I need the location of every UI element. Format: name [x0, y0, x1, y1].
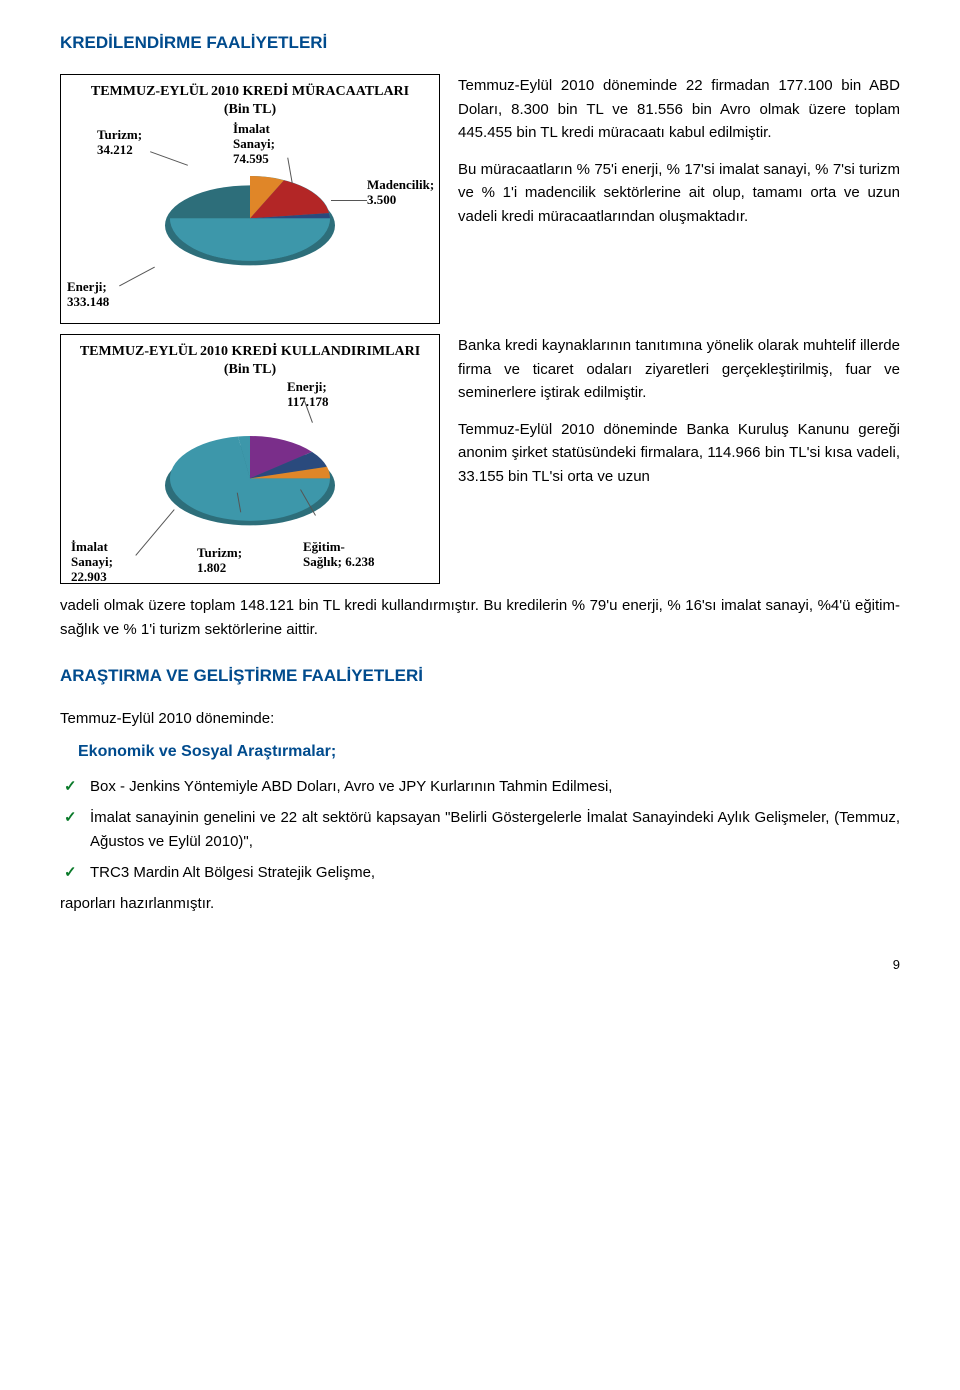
list-item: İmalat sanayinin genelini ve 22 alt sekt… — [86, 806, 900, 853]
paragraph-p4b: vadeli olmak üzere toplam 148.121 bin TL… — [60, 594, 900, 641]
section-heading-research: ARAŞTIRMA VE GELİŞTİRME FAALİYETLERİ — [60, 663, 900, 689]
chart2-label-egitim: Eğitim-Sağlık; 6.238 — [303, 540, 375, 570]
sub-heading-ekonomik: Ekonomik ve Sosyal Araştırmalar; — [60, 740, 900, 765]
chart2-label-enerji: Enerji; 117.178 — [287, 380, 329, 410]
chart1-label-imalat: İmalatSanayi; 74.595 — [233, 122, 275, 167]
l: Turizm; — [97, 127, 142, 142]
list-item: TRC3 Mardin Alt Bölgesi Stratejik Gelişm… — [86, 861, 900, 884]
chart2-title-line2: (Bin TL) — [224, 362, 276, 377]
paragraph-p5: Temmuz-Eylül 2010 döneminde: — [60, 707, 900, 730]
v: 117.178 — [287, 394, 329, 409]
chart-kullandirimlar: TEMMUZ-EYLÜL 2010 KREDİ KULLANDIRIMLARI … — [60, 334, 440, 584]
v: 74.595 — [233, 151, 269, 166]
paragraph-p2: Bu müracaatların % 75'i enerji, % 17'si … — [458, 158, 900, 228]
para-block-1: Temmuz-Eylül 2010 döneminde 22 firmadan … — [458, 74, 900, 242]
v: 6.238 — [345, 554, 374, 569]
pie-svg — [165, 174, 335, 264]
para-block-2: Banka kredi kaynaklarının tanıtımına yön… — [458, 334, 900, 488]
chart2-label-imalat: İmalatSanayi; 22.903 — [71, 540, 113, 585]
chart2-title-line1: TEMMUZ-EYLÜL 2010 KREDİ KULLANDIRIMLARI — [80, 344, 420, 359]
chart2-title: TEMMUZ-EYLÜL 2010 KREDİ KULLANDIRIMLARI … — [69, 343, 431, 378]
list-item: Box - Jenkins Yöntemiyle ABD Doları, Avr… — [86, 775, 900, 798]
l: Turizm; — [197, 545, 242, 560]
chart1-pie — [165, 174, 335, 271]
chart-muracaatlar: TEMMUZ-EYLÜL 2010 KREDİ MÜRACAATLARI (Bi… — [60, 74, 440, 324]
leader-line — [135, 510, 174, 557]
pie-svg — [165, 434, 335, 524]
chart1-area: Turizm; 34.212 İmalatSanayi; 74.595 Made… — [69, 122, 431, 314]
l: Enerji; — [287, 379, 327, 394]
leader-line — [150, 152, 188, 167]
leader-line — [331, 200, 367, 201]
chart1-title: TEMMUZ-EYLÜL 2010 KREDİ MÜRACAATLARI (Bi… — [69, 83, 431, 118]
paragraph-p3: Banka kredi kaynaklarının tanıtımına yön… — [458, 334, 900, 404]
section-heading-credit: KREDİLENDİRME FAALİYETLERİ — [60, 30, 900, 56]
chart1-label-turizm: Turizm; 34.212 — [97, 128, 142, 158]
chart1-title-line1: TEMMUZ-EYLÜL 2010 KREDİ MÜRACAATLARI — [91, 84, 409, 99]
l: Madencilik; — [367, 177, 434, 192]
chart2-area: Enerji; 117.178 İmalatSanayi; 22.903 Tur… — [69, 382, 431, 574]
page-number: 9 — [60, 955, 900, 975]
research-list: Box - Jenkins Yöntemiyle ABD Doları, Avr… — [60, 775, 900, 884]
chart1-label-madencilik: Madencilik; 3.500 — [367, 178, 434, 208]
chart1-title-line2: (Bin TL) — [224, 102, 276, 117]
v: 22.903 — [71, 569, 107, 584]
v: 1.802 — [197, 560, 226, 575]
l: Enerji; — [67, 279, 107, 294]
paragraph-p1: Temmuz-Eylül 2010 döneminde 22 firmadan … — [458, 74, 900, 144]
paragraph-p6: raporları hazırlanmıştır. — [60, 892, 900, 915]
chart2-label-turizm: Turizm; 1.802 — [197, 546, 242, 576]
v: 333.148 — [67, 294, 109, 309]
row-chart2: TEMMUZ-EYLÜL 2010 KREDİ KULLANDIRIMLARI … — [60, 334, 900, 584]
paragraph-p4a: Temmuz-Eylül 2010 döneminde Banka Kurulu… — [458, 418, 900, 488]
v: 3.500 — [367, 192, 396, 207]
chart2-pie — [165, 434, 335, 531]
leader-line — [119, 267, 155, 287]
row-chart1: TEMMUZ-EYLÜL 2010 KREDİ MÜRACAATLARI (Bi… — [60, 74, 900, 324]
chart1-label-enerji: Enerji; 333.148 — [67, 280, 109, 310]
v: 34.212 — [97, 142, 133, 157]
